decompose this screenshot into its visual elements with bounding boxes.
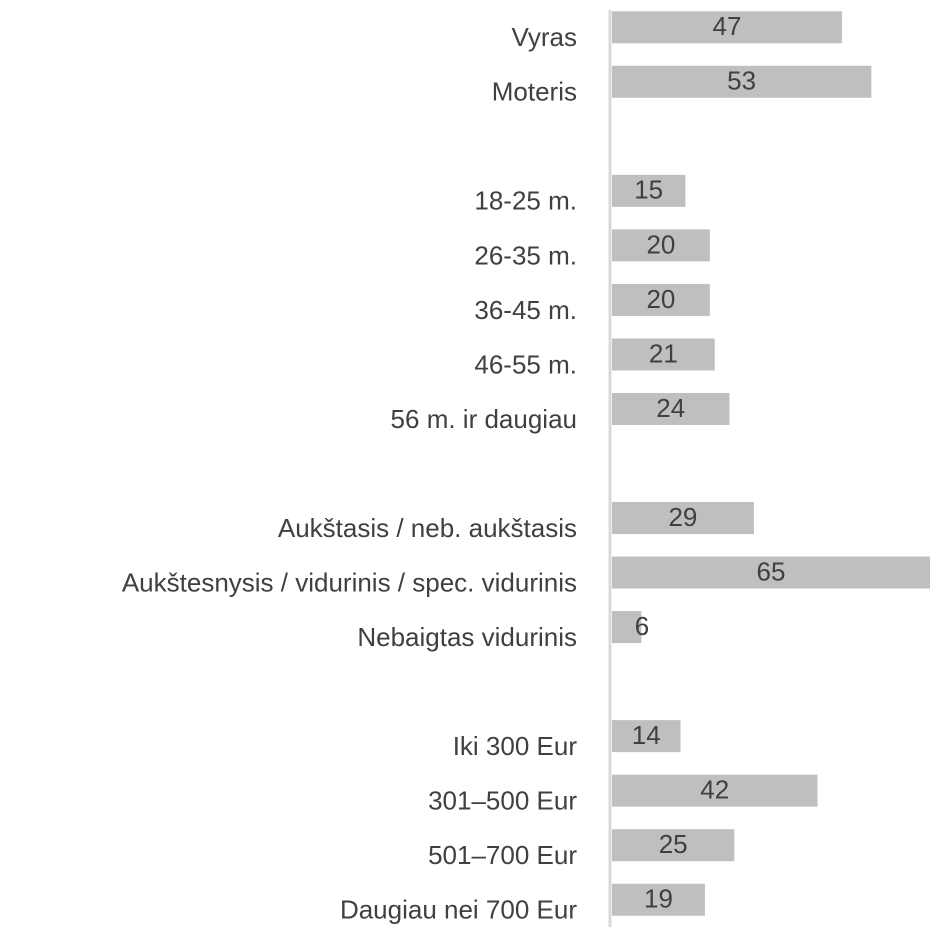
bar [612, 229, 710, 262]
data-label: 42 [700, 775, 729, 805]
data-label: 20 [646, 284, 675, 314]
y-tick-label: Vyras [512, 22, 578, 52]
data-label: 65 [757, 556, 786, 586]
data-label: 25 [659, 829, 688, 859]
data-label: 15 [634, 175, 663, 205]
bar [612, 392, 730, 425]
bar [612, 502, 754, 535]
data-label: 53 [727, 66, 756, 96]
data-label: 14 [632, 720, 661, 750]
data-label: 29 [668, 502, 697, 532]
y-tick-label: 501–700 Eur [428, 840, 577, 870]
y-tick-label: Aukštesnysis / vidurinis / spec. vidurin… [122, 567, 577, 597]
data-label: 19 [644, 884, 673, 914]
y-tick-label: Aukštasis / neb. aukštasis [278, 513, 577, 543]
data-label: 6 [635, 611, 649, 641]
y-tick-label: Nebaigtas vidurinis [357, 622, 577, 652]
bar [612, 774, 818, 807]
y-tick-label: 301–500 Eur [428, 786, 577, 816]
bar [612, 611, 642, 644]
bar [612, 65, 872, 98]
y-tick-label: Daugiau nei 700 Eur [340, 895, 577, 925]
data-label: 47 [713, 11, 742, 41]
y-tick-label: 26-35 m. [474, 240, 577, 270]
bar [612, 829, 735, 862]
y-tick-label: 46-55 m. [474, 349, 577, 379]
y-tick-label: 18-25 m. [474, 186, 577, 216]
bar [612, 338, 715, 371]
bar [612, 556, 930, 589]
bar [612, 11, 842, 44]
y-tick-label: Moteris [492, 77, 577, 107]
data-label: 24 [656, 393, 685, 423]
data-label: 20 [646, 229, 675, 259]
y-tick-label: Iki 300 Eur [453, 731, 578, 761]
bar [612, 283, 710, 316]
y-tick-label: 56 m. ir daugiau [391, 404, 577, 434]
bar [612, 883, 705, 916]
bar [612, 720, 681, 753]
bar [612, 174, 686, 207]
data-label: 21 [649, 338, 678, 368]
y-tick-label: 36-45 m. [474, 295, 577, 325]
